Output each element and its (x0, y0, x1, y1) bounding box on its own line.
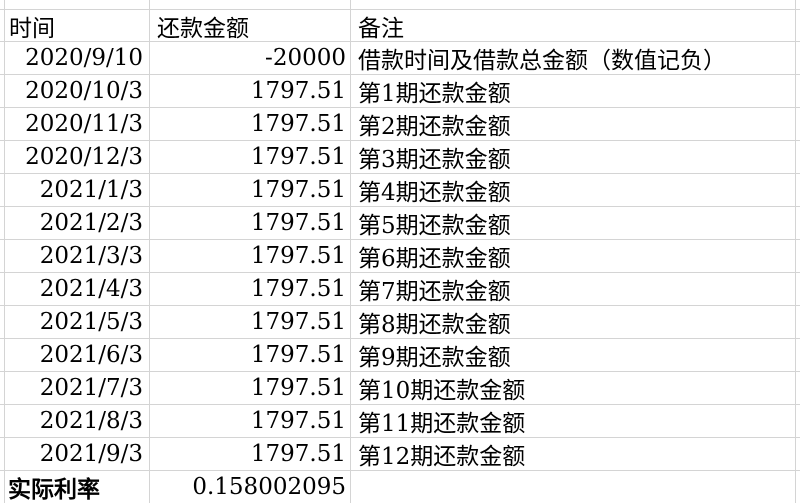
cell-note[interactable]: 第8期还款金额 (351, 306, 796, 338)
table-row: 2021/8/3 1797.51 第11期还款金额 (0, 405, 800, 438)
table-row: 2021/6/3 1797.51 第9期还款金额 (0, 339, 800, 372)
cell-date[interactable]: 2021/8/3 (4, 405, 150, 437)
cell-date[interactable]: 2020/11/3 (4, 108, 150, 140)
cell-amount[interactable]: 1797.51 (150, 141, 351, 173)
cell-note[interactable]: 第2期还款金额 (351, 108, 796, 140)
cell-date[interactable]: 2021/9/3 (4, 438, 150, 470)
cell-date[interactable]: 2021/2/3 (4, 207, 150, 239)
cell-date[interactable]: 2020/10/3 (4, 75, 150, 107)
cell-amount[interactable]: 1797.51 (150, 306, 351, 338)
cell-amount[interactable]: -20000 (150, 42, 351, 74)
table-row: 2021/1/3 1797.51 第4期还款金额 (0, 174, 800, 207)
cell-date[interactable]: 2021/4/3 (4, 273, 150, 305)
cell-amount[interactable]: 1797.51 (150, 108, 351, 140)
cell-note[interactable]: 借款时间及借款总金额（数值记负） (351, 42, 796, 74)
cell-empty[interactable] (4, 0, 150, 9)
cell-empty[interactable] (351, 0, 796, 9)
table-row: 2020/9/10 -20000 借款时间及借款总金额（数值记负） (0, 42, 800, 75)
cell-amount[interactable]: 1797.51 (150, 273, 351, 305)
cell-amount[interactable]: 1797.51 (150, 240, 351, 272)
cell-amount[interactable]: 1797.51 (150, 174, 351, 206)
cell-effective-rate-value[interactable]: 0.158002095 (150, 471, 351, 503)
table-row: 2021/3/3 1797.51 第6期还款金额 (0, 240, 800, 273)
table-row: 2021/2/3 1797.51 第5期还款金额 (0, 207, 800, 240)
cell-date[interactable]: 2021/7/3 (4, 372, 150, 404)
cell-note[interactable]: 第9期还款金额 (351, 339, 796, 371)
cell-note[interactable]: 第5期还款金额 (351, 207, 796, 239)
cell-note[interactable]: 第3期还款金额 (351, 141, 796, 173)
cell-effective-rate-label[interactable]: 实际利率 (4, 471, 150, 503)
table-row: 2020/11/3 1797.51 第2期还款金额 (0, 108, 800, 141)
cell-date[interactable]: 2020/9/10 (4, 42, 150, 74)
cell-note[interactable]: 第10期还款金额 (351, 372, 796, 404)
cell-note[interactable]: 第1期还款金额 (351, 75, 796, 107)
table-row: 2021/4/3 1797.51 第7期还款金额 (0, 273, 800, 306)
header-row: 时间 还款金额 备注 (0, 10, 800, 42)
cell-amount[interactable]: 1797.51 (150, 339, 351, 371)
table-row: 2021/7/3 1797.51 第10期还款金额 (0, 372, 800, 405)
table-row: 2020/12/3 1797.51 第3期还款金额 (0, 141, 800, 174)
cell-note[interactable]: 第4期还款金额 (351, 174, 796, 206)
cell-date[interactable]: 2021/6/3 (4, 339, 150, 371)
cell-amount[interactable]: 1797.51 (150, 207, 351, 239)
table-body: 2020/9/10 -20000 借款时间及借款总金额（数值记负） 2020/1… (0, 42, 800, 471)
table-row: 2020/10/3 1797.51 第1期还款金额 (0, 75, 800, 108)
cell-note[interactable]: 第12期还款金额 (351, 438, 796, 470)
column-header-amount[interactable]: 还款金额 (150, 10, 351, 41)
column-header-time[interactable]: 时间 (4, 10, 150, 41)
cell-amount[interactable]: 1797.51 (150, 372, 351, 404)
cell-date[interactable]: 2021/3/3 (4, 240, 150, 272)
cell-note[interactable]: 第7期还款金额 (351, 273, 796, 305)
column-header-note[interactable]: 备注 (351, 10, 796, 41)
cell-empty[interactable] (150, 0, 351, 9)
cell-empty[interactable] (351, 471, 796, 503)
table-row: 2021/5/3 1797.51 第8期还款金额 (0, 306, 800, 339)
cell-date[interactable]: 2021/1/3 (4, 174, 150, 206)
cell-amount[interactable]: 1797.51 (150, 75, 351, 107)
cell-date[interactable]: 2020/12/3 (4, 141, 150, 173)
cell-amount[interactable]: 1797.51 (150, 405, 351, 437)
table-row: 2021/9/3 1797.51 第12期还款金额 (0, 438, 800, 471)
cell-note[interactable]: 第11期还款金额 (351, 405, 796, 437)
cell-amount[interactable]: 1797.51 (150, 438, 351, 470)
partial-top-row (0, 0, 800, 10)
cell-date[interactable]: 2021/5/3 (4, 306, 150, 338)
footer-row: 实际利率 0.158002095 (0, 471, 800, 503)
cell-note[interactable]: 第6期还款金额 (351, 240, 796, 272)
